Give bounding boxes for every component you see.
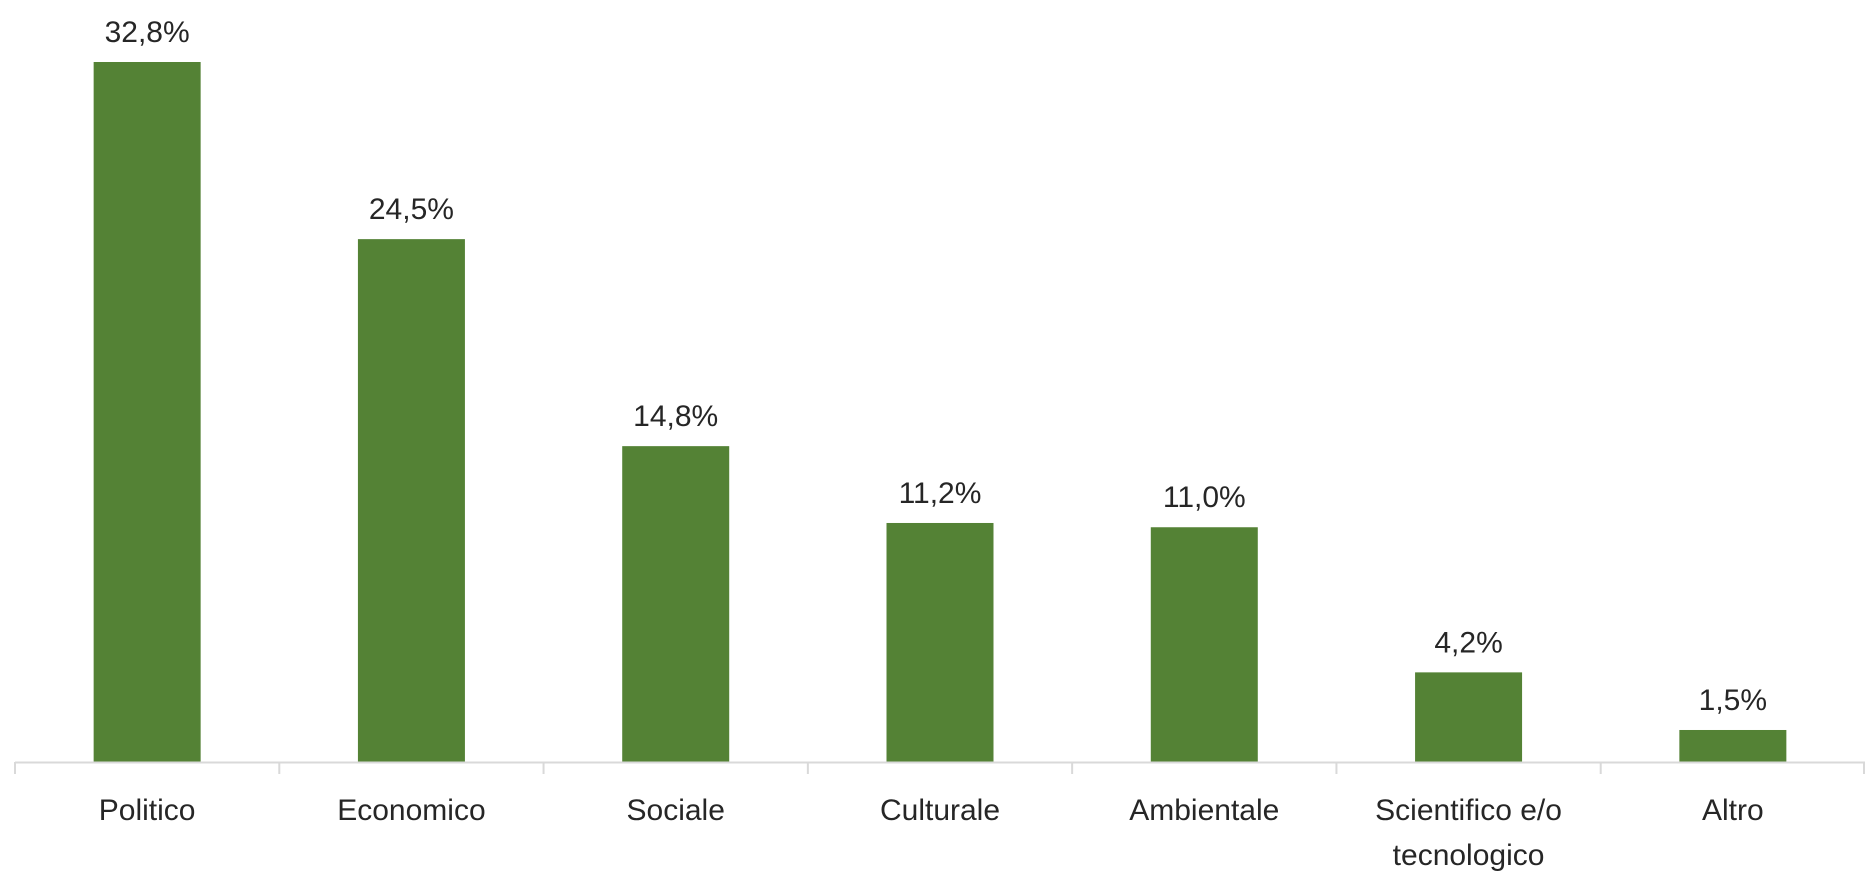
bar: [1415, 672, 1523, 762]
x-tick-labels-group: Politico Economico Sociale Culturale Ambient…: [99, 794, 1764, 872]
data-labels-group: 32,8% 24,5% 14,8% 11,2% 11,0% 4,2% 1,5%: [105, 16, 1767, 717]
x-tick-label: Altro: [1702, 794, 1764, 827]
bar: [357, 239, 465, 762]
bar: [886, 522, 994, 762]
x-tick-label: Sociale: [627, 794, 725, 827]
bar-value-label: 11,2%: [899, 477, 982, 510]
bar-value-label: 14,8%: [633, 400, 718, 433]
bar-value-label: 4,2%: [1434, 626, 1502, 659]
x-tick-label: Economico: [337, 794, 485, 827]
x-axis: [14, 761, 1865, 774]
bar: [622, 446, 730, 762]
x-tick-label: Ambientale: [1129, 794, 1279, 827]
x-tick-label: Culturale: [880, 794, 1000, 827]
x-tick-label: Politico: [99, 794, 196, 827]
bar: [1150, 527, 1258, 762]
x-tick-label: Scientifico e/o tecnologico: [1375, 794, 1562, 872]
bar: [93, 62, 201, 762]
bar-value-label: 24,5%: [369, 193, 454, 226]
bar-value-label: 1,5%: [1699, 684, 1767, 717]
bars-group: [93, 62, 1787, 762]
bar: [1679, 729, 1787, 762]
bar-value-label: 11,0%: [1163, 481, 1246, 514]
bar-value-label: 32,8%: [105, 16, 190, 49]
